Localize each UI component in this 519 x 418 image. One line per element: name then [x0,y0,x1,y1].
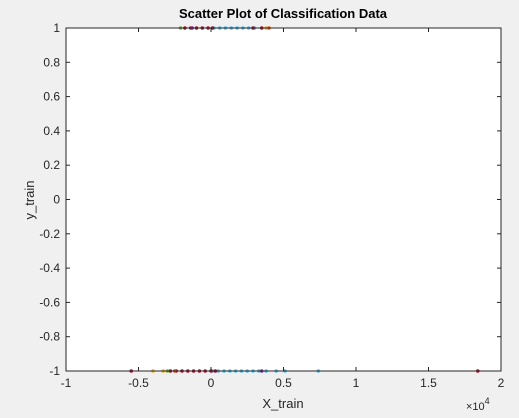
x-tick-label: 2 [498,376,505,390]
y-tick-label: -1 [49,364,60,378]
x-tick-label: 1 [353,376,360,390]
y-tick-label: 0.8 [43,55,60,69]
x-axis-ticks: -1 -0.5 0 0.5 1 1.5 2 [61,28,505,390]
y-tick-label: -0.8 [39,330,60,344]
y-tick-label: 0.2 [43,158,60,172]
x-tick-label: -1 [61,376,72,390]
x-axis-multiplier-base: ×10 [466,401,485,413]
y-tick-label: 0.6 [43,90,60,104]
y-axis-ticks: 1 0.8 0.6 0.4 0.2 0 -0.2 -0.4 -0.6 -0.8 -1 [39,21,501,378]
chart-title: Scatter Plot of Classification Data [179,6,388,21]
x-axis-multiplier: ×104 [466,396,490,413]
x-axis-multiplier-exponent: 4 [485,396,490,406]
plot-area [66,28,501,371]
x-tick-label: -0.5 [128,376,149,390]
x-tick-label: 0.5 [275,376,292,390]
x-tick-label: 0 [208,376,215,390]
y-tick-label: -0.4 [39,261,60,275]
y-tick-label: -0.6 [39,295,60,309]
x-tick-label: 1.5 [420,376,437,390]
y-axis-label: y_train [22,180,37,219]
y-tick-label: 1 [53,21,60,35]
y-tick-label: 0.4 [43,124,60,138]
y-tick-label: 0 [53,193,60,207]
x-axis-label: X_train [262,396,303,411]
y-tick-label: -0.2 [39,227,60,241]
